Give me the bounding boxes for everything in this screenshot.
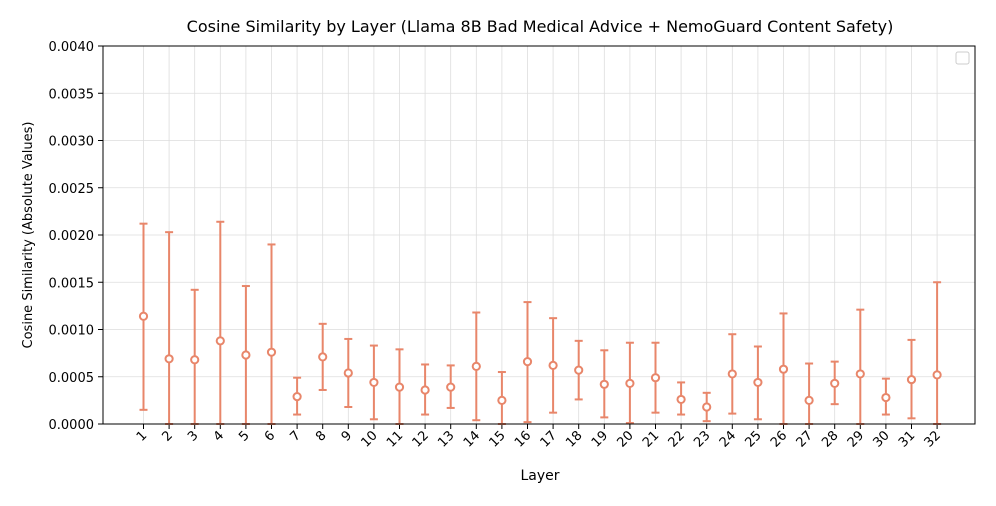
x-tick-label: 5 [236, 428, 252, 444]
plot-frame [102, 45, 976, 425]
x-tick-label: 12 [410, 428, 432, 450]
legend-box [955, 51, 970, 65]
x-tick-label: 4 [211, 428, 227, 444]
x-tick-label: 30 [870, 428, 892, 450]
y-axis-ticks: 0.0000 0.0005 0.0010 0.0015 0.0020 0.0025 0.00… [49, 40, 103, 433]
y-tick-label: 0.0000 [49, 418, 95, 433]
x-tick-label: 8 [313, 428, 329, 444]
x-tick-label: 3 [185, 428, 201, 444]
data-point [190, 355, 200, 365]
error-bars [139, 220, 942, 425]
x-tick-label: 31 [896, 428, 918, 450]
x-tick-label: 26 [768, 428, 790, 450]
data-point [471, 361, 481, 371]
data-point [522, 357, 533, 367]
data-point [804, 395, 814, 405]
x-tick-label: 2 [159, 428, 175, 444]
x-tick-label: 7 [287, 428, 303, 444]
data-point [497, 395, 507, 405]
data-point [446, 382, 456, 392]
x-tick-label: 24 [717, 428, 739, 450]
x-tick-label: 25 [742, 428, 764, 450]
data-point [727, 369, 737, 379]
y-axis-label: Cosine Similarity (Absolute Values) [21, 122, 36, 349]
x-tick-label: 1 [134, 428, 150, 444]
x-tick-label: 29 [845, 428, 867, 450]
data-point [369, 377, 379, 388]
x-tick-label: 21 [640, 428, 662, 450]
x-tick-label: 17 [538, 428, 560, 450]
x-tick-label: 32 [922, 428, 944, 450]
data-point [881, 392, 891, 403]
data-point [830, 378, 840, 388]
x-tick-label: 18 [563, 428, 585, 450]
grid-lines [103, 45, 975, 425]
data-point [932, 370, 942, 380]
data-point [599, 379, 609, 389]
data-point [292, 391, 302, 402]
data-point [266, 347, 277, 357]
x-tick-label: 16 [512, 428, 534, 450]
y-tick-label: 0.0015 [49, 276, 95, 291]
data-point [906, 374, 917, 385]
y-tick-label: 0.0040 [49, 40, 95, 55]
data-point [625, 378, 635, 388]
data-point [855, 369, 865, 379]
y-tick-label: 0.0035 [49, 87, 95, 102]
data-point [778, 364, 789, 374]
data-point [164, 354, 174, 364]
x-tick-label: 23 [691, 428, 713, 450]
data-point [215, 336, 225, 346]
y-tick-label: 0.0030 [49, 135, 95, 150]
y-tick-label: 0.0020 [49, 229, 95, 244]
data-point [574, 365, 584, 375]
x-tick-label: 20 [614, 428, 636, 450]
data-point [343, 368, 353, 378]
y-tick-label: 0.0010 [49, 324, 95, 339]
x-axis-label: Layer [520, 468, 559, 484]
data-point [420, 385, 430, 395]
x-tick-label: 14 [461, 428, 483, 450]
x-tick-label: 11 [384, 428, 406, 450]
x-tick-label: 6 [262, 428, 278, 444]
data-point [318, 352, 328, 362]
x-tick-label: 15 [486, 428, 508, 450]
x-tick-label: 9 [339, 428, 355, 444]
chart-title: Cosine Similarity by Layer (Llama 8B Bad… [187, 17, 894, 36]
x-tick-label: 27 [794, 428, 816, 450]
x-tick-label: 28 [819, 428, 841, 450]
x-axis-ticks: 1 2 3 4 5 6 7 8 9 10 11 12 13 14 15 16 17 18 19 20 21 22 23 24 2… [134, 424, 944, 451]
y-tick-label: 0.0025 [49, 182, 95, 197]
data-point [650, 373, 661, 383]
x-tick-label: 19 [589, 428, 611, 450]
y-tick-label: 0.0005 [49, 371, 95, 386]
data-points [138, 311, 942, 412]
x-tick-label: 22 [666, 428, 688, 450]
data-point [241, 350, 251, 360]
data-point [394, 382, 405, 392]
data-point [676, 394, 686, 405]
data-point [548, 360, 558, 371]
data-point [702, 402, 712, 412]
data-point [753, 377, 763, 388]
data-point [138, 311, 149, 321]
x-tick-label: 10 [358, 428, 380, 450]
x-tick-label: 13 [435, 428, 457, 450]
